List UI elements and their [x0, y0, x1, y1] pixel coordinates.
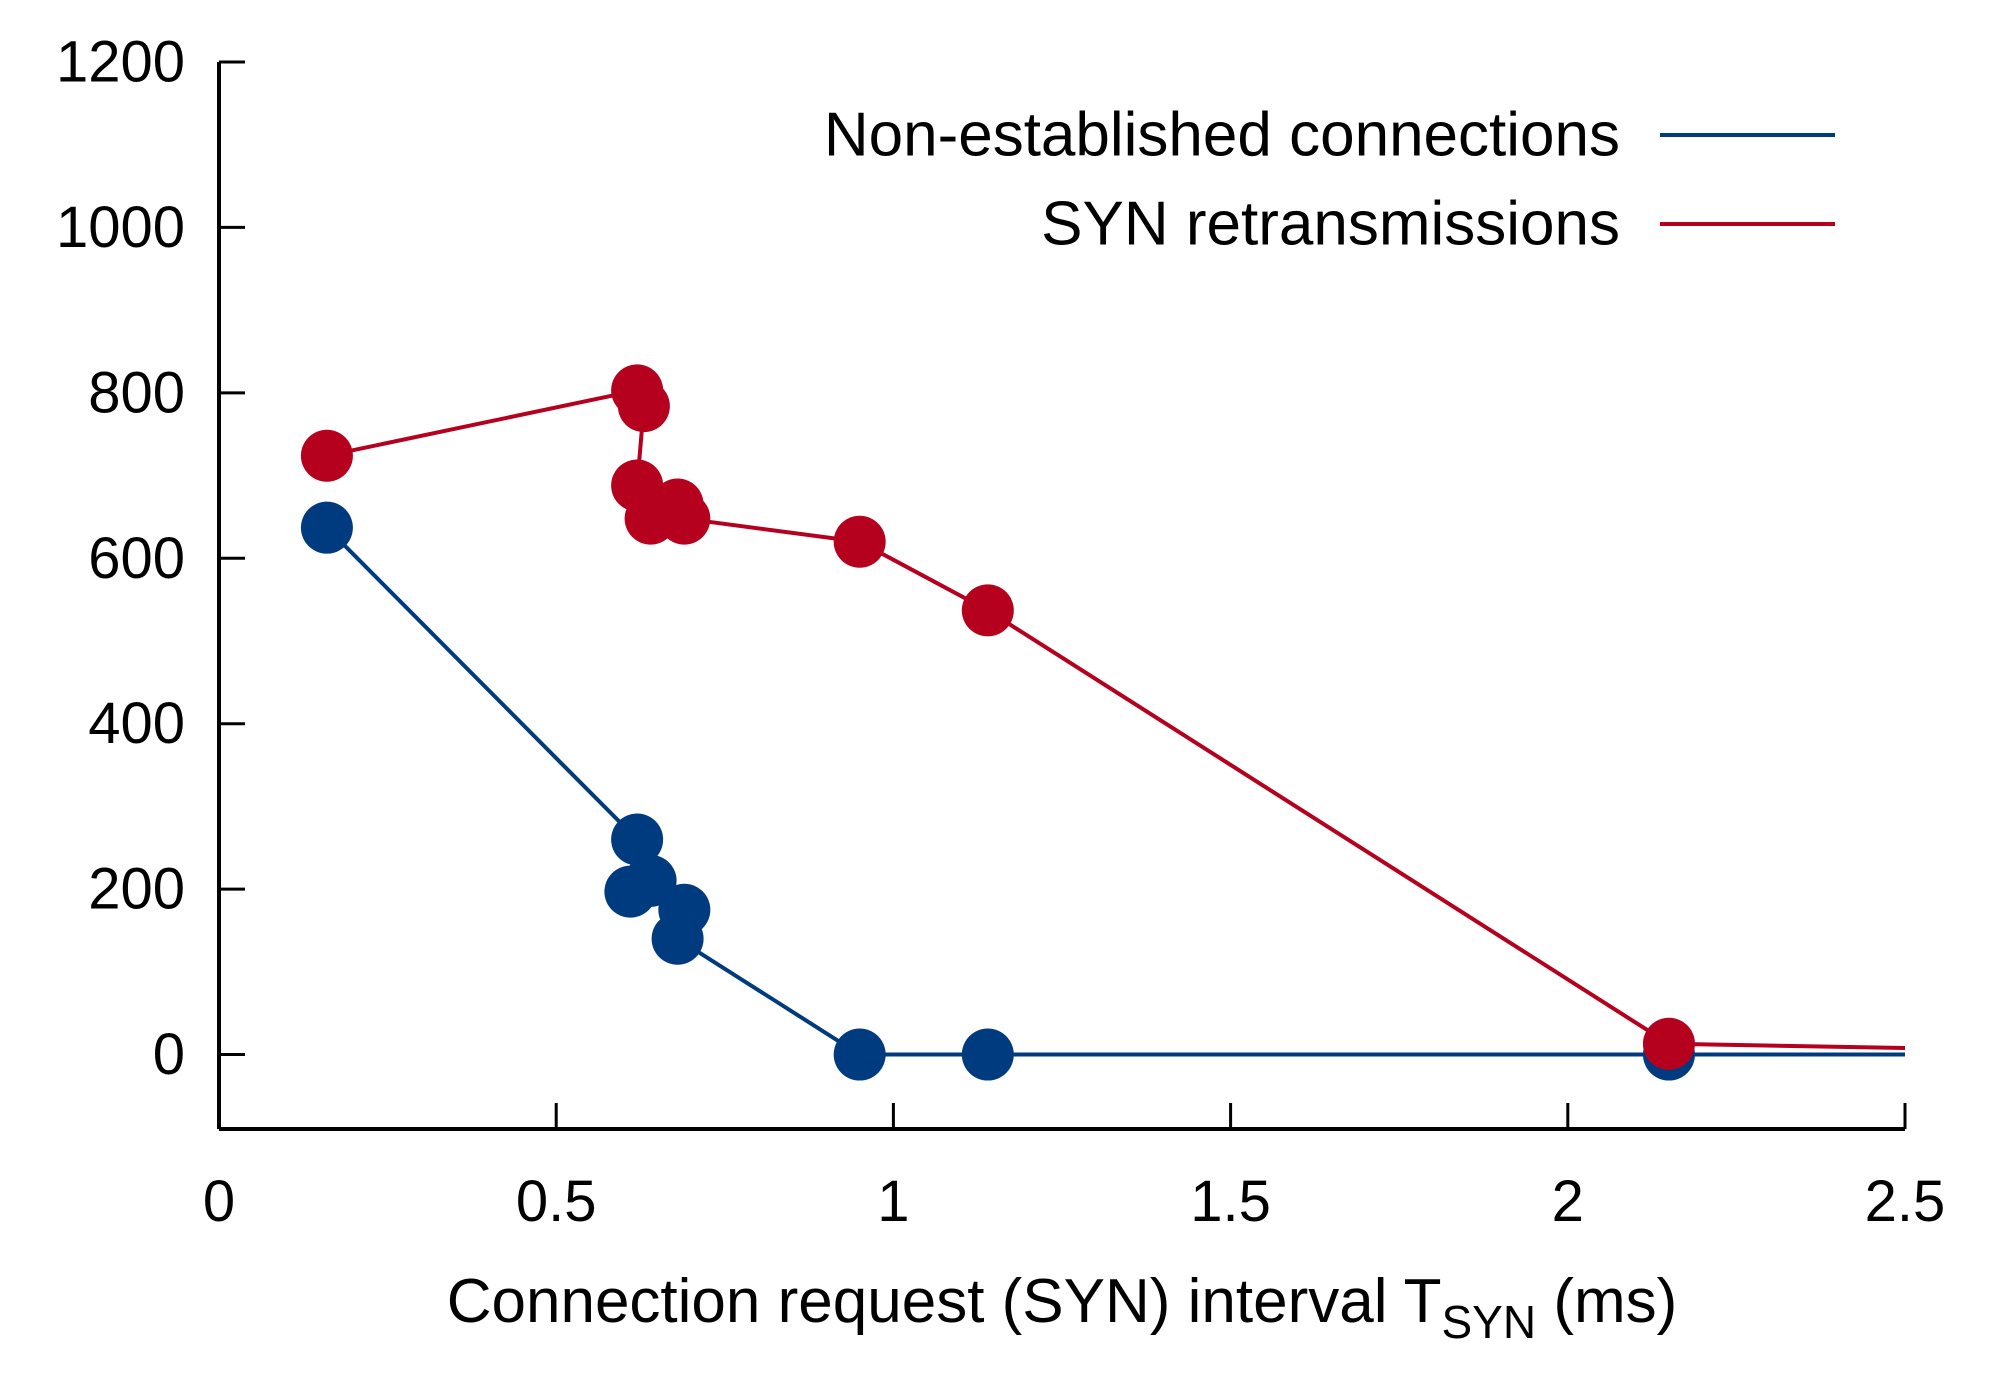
- data-point: [611, 813, 664, 866]
- x-axis-title: Connection request (SYN) interval TSYN (…: [447, 1267, 1678, 1348]
- series-non-established-connections: [300, 501, 1905, 1081]
- y-tick-label: 1200: [56, 30, 185, 95]
- data-point: [961, 584, 1014, 637]
- data-point: [833, 1028, 886, 1081]
- x-tick-label: 0.5: [516, 1169, 597, 1234]
- x-tick-label: 2: [1552, 1169, 1584, 1234]
- legend-label: SYN retransmissions: [1041, 190, 1620, 259]
- x-tick-label: 1.5: [1190, 1169, 1271, 1234]
- x-tick-label: 2.5: [1865, 1169, 1946, 1234]
- y-tick-label: 0: [153, 1022, 185, 1087]
- x-tick-label: 1: [877, 1169, 909, 1234]
- data-point: [617, 380, 670, 433]
- data-point: [658, 492, 711, 545]
- data-point: [833, 515, 886, 568]
- legend-label: Non-established connections: [824, 101, 1620, 170]
- data-point: [651, 912, 704, 965]
- series-line: [325, 526, 1905, 1057]
- data-point: [961, 1028, 1014, 1081]
- legend: Non-established connections SYN retransmi…: [824, 101, 1835, 259]
- legend-item: Non-established connections: [824, 101, 1835, 170]
- data-point: [300, 501, 353, 554]
- y-tick-label: 800: [88, 360, 185, 425]
- data-point: [1642, 1017, 1695, 1070]
- series-line: [326, 388, 1906, 1050]
- y-tick-label: 200: [88, 857, 185, 922]
- y-tick-label: 1000: [56, 195, 185, 260]
- y-tick-label: 400: [88, 691, 185, 756]
- series-layer: [300, 364, 1906, 1081]
- axes: 0 200 400 600 800 1000 1200 0 0.5 1 1.5 2 2.5 Connect…: [56, 30, 1945, 1349]
- legend-item: SYN retransmissions: [1041, 190, 1835, 259]
- data-point: [624, 854, 677, 907]
- data-point: [300, 429, 353, 482]
- series-syn-retransmissions: [300, 364, 1906, 1070]
- y-tick-label: 600: [88, 526, 185, 591]
- x-tick-label: 0: [203, 1169, 235, 1234]
